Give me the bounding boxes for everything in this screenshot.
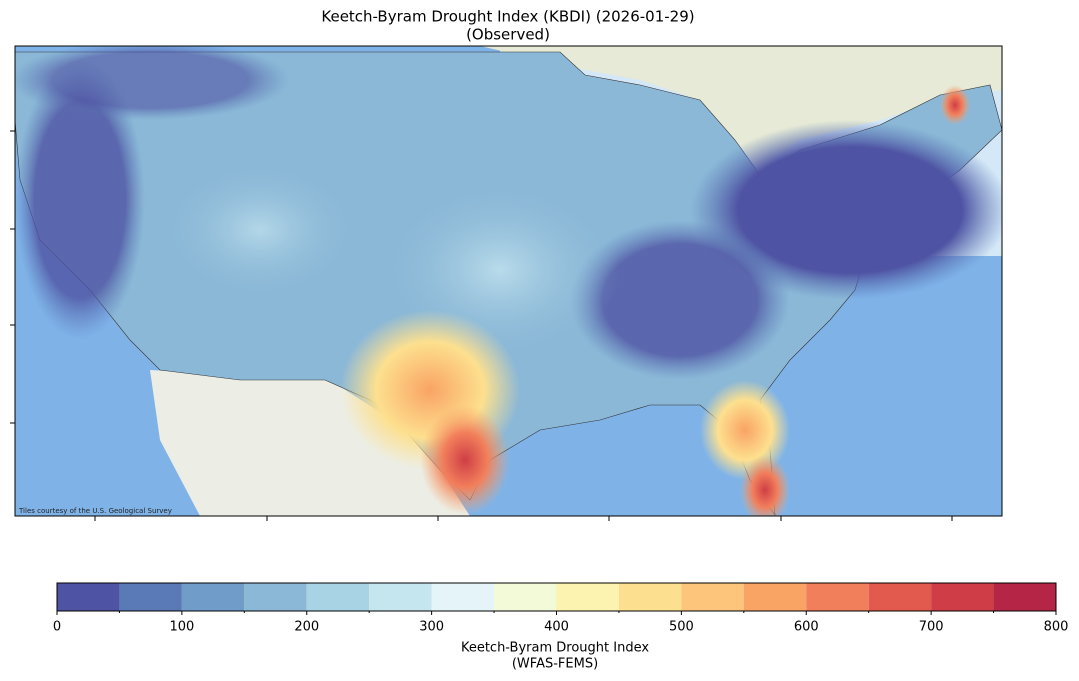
- colorbar-bin: [868, 583, 932, 611]
- colorbar-bin: [369, 583, 432, 611]
- colorbar-bin: [306, 583, 370, 611]
- colorbar-bin: [743, 583, 807, 611]
- colorbar-bin: [931, 583, 994, 611]
- field: [570, 220, 790, 380]
- colorbar: 0 100 200 300 400 500 600 700 800: [53, 582, 1069, 635]
- colorbar-bin: [431, 583, 495, 611]
- tick-label: 600: [794, 620, 819, 635]
- map-ticks: [10, 130, 953, 521]
- colorbar-bin: [119, 583, 182, 611]
- colorbar-bin: [681, 583, 744, 611]
- map: Tiles courtesy of the U.S. Geological Su…: [15, 46, 1002, 516]
- field: [15, 60, 145, 340]
- colorbar-bin: [556, 583, 619, 611]
- field: [940, 85, 970, 125]
- tick-label: 500: [669, 620, 694, 635]
- tick-label: 700: [919, 620, 944, 635]
- colorbar-bin: [244, 583, 307, 611]
- title-line: (Observed): [466, 26, 550, 44]
- tick-label: 200: [294, 620, 319, 635]
- colorbar-bin: [993, 583, 1056, 611]
- attribution: Tiles courtesy of the U.S. Geological Su…: [18, 507, 172, 515]
- field: [420, 405, 510, 515]
- field: [160, 160, 360, 300]
- colorbar-bin: [618, 583, 682, 611]
- field: [15, 46, 290, 120]
- field: [700, 380, 790, 480]
- colorbar-label: (WFAS-FEMS): [512, 657, 598, 672]
- colorbar-bin: [494, 583, 557, 611]
- colorbar-bin: [806, 583, 869, 611]
- title-line: Keetch-Byram Drought Index (KBDI) (2026-…: [321, 8, 694, 26]
- colorbar-label: Keetch-Byram Drought Index: [461, 641, 649, 656]
- mexico-land: [150, 370, 470, 516]
- colorbar-frame: [56, 582, 1057, 612]
- canada-land: [480, 46, 1002, 170]
- colorbar-bin: [181, 583, 245, 611]
- tick-label: 100: [169, 620, 194, 635]
- tick-label: 400: [544, 620, 569, 635]
- colorbar-bin: [57, 583, 120, 611]
- tick-label: 300: [419, 620, 444, 635]
- tick-label: 0: [53, 620, 61, 635]
- map-frame: [14, 45, 1003, 517]
- field: [740, 455, 790, 516]
- tick-label: 800: [1044, 620, 1069, 635]
